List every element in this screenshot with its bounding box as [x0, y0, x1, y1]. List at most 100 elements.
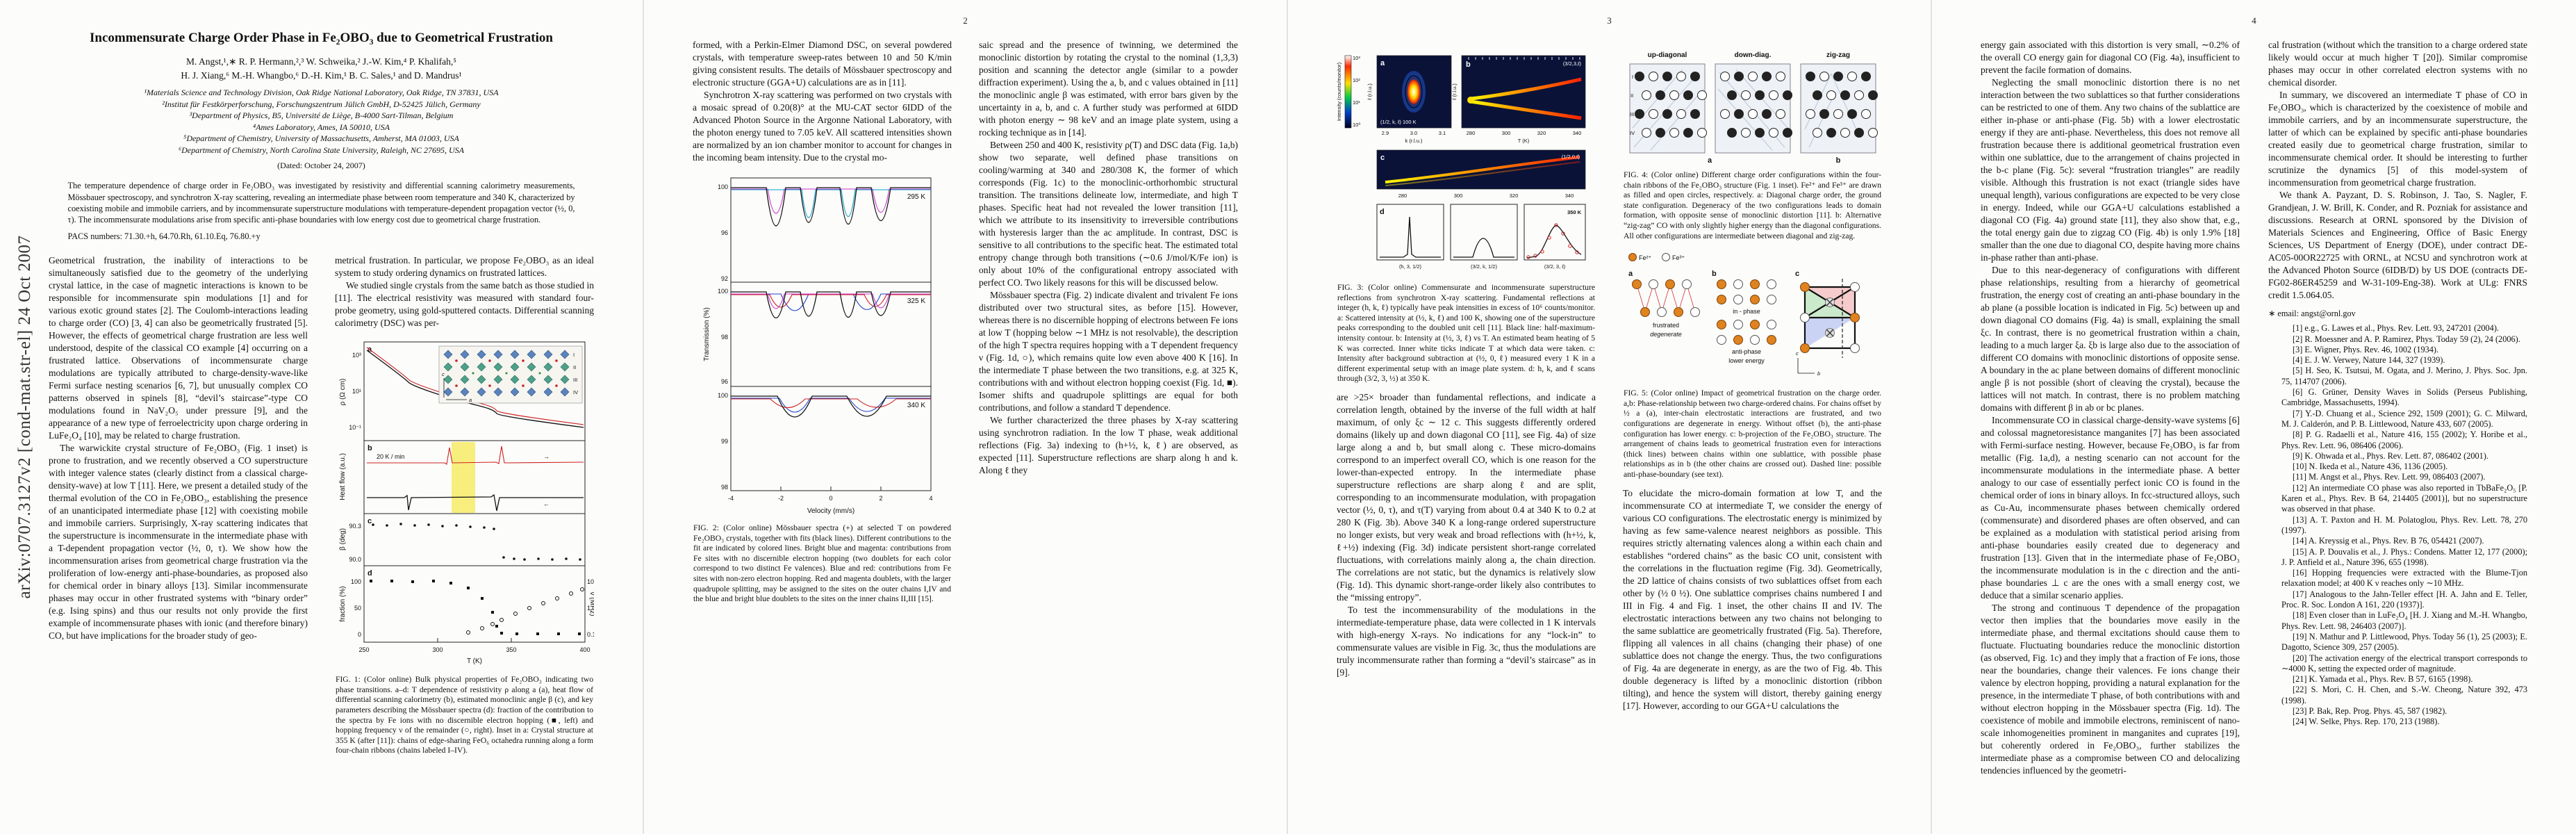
fe-site-circle: [1690, 109, 1700, 119]
fe-site-circle: [1783, 128, 1792, 138]
panel-letter: c: [1380, 154, 1385, 162]
references-list: [1] e.g., G. Lawes et al., Phys. Rev. Le…: [2268, 323, 2527, 727]
fig3-k-label: k (r.l.u.): [1405, 138, 1423, 144]
h-scan-curve: [1380, 216, 1441, 258]
figure-5: Fe²⁺ Fe³⁺ a frustrated degene: [1623, 248, 1882, 384]
fe-site-circle: [1769, 90, 1778, 100]
fe-site-circle: [1662, 109, 1672, 119]
fe-site-circle: [1690, 72, 1700, 81]
fe-site-circle: [1727, 128, 1737, 138]
body-paragraph: We studied single crystals from the same…: [335, 280, 594, 329]
footnote-email: ∗ email: angst@ornl.gov: [2268, 309, 2356, 318]
fe2-legend-circle: [1628, 253, 1637, 262]
fe-site-circle: [1847, 72, 1857, 81]
fe-site-circle: [1826, 90, 1836, 100]
config-label-down-diagonal: down-diag.: [1735, 51, 1772, 59]
tick-label: 100: [717, 183, 727, 190]
authors-block: M. Angst,¹,∗ R. P. Hermann,²,³ W. Schwei…: [44, 55, 600, 82]
tick-label: 98: [720, 484, 727, 491]
fe-site-circle: [1861, 72, 1871, 81]
incommensurate-streak-faint: [1385, 161, 1580, 186]
fe-site-circle: [1783, 90, 1792, 100]
reference-item: [2] R. Moessner and A. P. Ramirez, Phys.…: [2293, 334, 2520, 344]
l-scan-markers: [1526, 223, 1579, 259]
scan-axis-label: (h, 3, 1/2): [1399, 263, 1422, 270]
fe-site-circle: [1642, 128, 1651, 138]
fe-site-circle: [1847, 109, 1857, 119]
page-1: arXiv:0707.3127v2 [cond-mat.str-el] 24 O…: [0, 0, 644, 834]
fe-site-circle: [1776, 72, 1785, 81]
body-paragraph: cal frustration (without which the trans…: [2268, 40, 2527, 88]
body-paragraph: To test the incommensurability of the mo…: [1337, 604, 1596, 678]
tick-label: 300: [432, 646, 443, 653]
figure-5-caption: FIG. 5: (Color online) Impact of geometr…: [1624, 389, 1881, 479]
body-paragraph: We further characterized the three phase…: [979, 415, 1238, 475]
body-paragraph: The strong and continuous T dependence o…: [1981, 603, 2240, 776]
body-paragraph: Mössbauer spectra (Fig. 2) indicate diva…: [979, 290, 1238, 413]
tick-label: 2.9: [1382, 130, 1389, 136]
reference-item: [5] H. Seo, K. Tsutsui, M. Ogata, and J.…: [2281, 366, 2527, 386]
fe-site-circle: [1748, 72, 1758, 81]
fe-site-circle: [1676, 109, 1686, 119]
chain-label: III: [1630, 111, 1634, 117]
affiliation: ⁴Ames Laboratory, Ames, IA 50010, USA: [252, 122, 390, 132]
fig1-xlabel: T (K): [467, 657, 482, 665]
authors-line: H. J. Xiang,⁶ M.-H. Whangbo,⁶ D.-H. Kim,…: [181, 70, 462, 81]
fe-site-circle: [1806, 72, 1815, 81]
arxiv-stamp: arXiv:0707.3127v2 [cond-mat.str-el] 24 O…: [15, 235, 34, 599]
panel-a-title: (1/2, k, ℓ) 100 K: [1380, 119, 1417, 125]
fe-site-circle: [1854, 128, 1864, 138]
panel-letter: c: [1795, 270, 1799, 278]
fe-site-circle: [1833, 109, 1843, 119]
body-paragraph: Due to this near-degeneracy of configura…: [1981, 265, 2240, 413]
no-hop-fraction-squares: [370, 580, 581, 636]
fe-site-circle: [1833, 72, 1843, 81]
reference-item: [24] W. Selke, Phys. Rep. 170, 213 (1988…: [2293, 717, 2440, 727]
fe-site-circle: [1741, 128, 1751, 138]
tick-label: 10³: [1353, 55, 1360, 61]
body-paragraph: Incommensurate CO in classical charge-de…: [1981, 415, 2240, 600]
tick-label: 10⁻¹: [349, 424, 361, 431]
resistivity-curve-cooling: [366, 350, 584, 428]
temperature-label: 295 K: [907, 193, 925, 201]
axis-b-label: b: [1817, 370, 1820, 377]
chain-pair-offset: [1632, 279, 1700, 318]
tick-label: 280: [1467, 130, 1476, 136]
tick-label: 96: [720, 378, 727, 385]
panel-letter: d: [1380, 208, 1385, 216]
fe-site-circle: [1755, 90, 1765, 100]
fe-site-circle: [1642, 90, 1651, 100]
dsc-curve-cooling: [367, 494, 584, 512]
reference-item: [19] N. Mathur and P. Littlewood, Phys. …: [2281, 631, 2527, 653]
tick-label: 2: [879, 495, 882, 502]
tick-label: 4: [929, 495, 932, 502]
moessbauer-fit-black: [730, 187, 931, 227]
body-paragraph: In summary, we discovered an intermediat…: [2268, 90, 2527, 188]
moessbauer-component-magenta: [730, 293, 931, 309]
figure-4: up-diagonal down-diag. zig-zag: [1623, 46, 1882, 165]
fig3-T-label: T (K): [1518, 138, 1530, 144]
lower-energy-label: lower energy: [1728, 357, 1765, 364]
panel-c-title: (1/2,0,ℓ): [1562, 154, 1580, 160]
reference-item: [17] Analogous to the Jahn-Teller effect…: [2281, 589, 2527, 610]
axis-c-label: c: [1796, 350, 1799, 357]
reference-item: [23] P. Bak, Rep. Prog. Phys. 45, 587 (1…: [2293, 705, 2447, 716]
reference-item: [13] A. T. Paxton and H. M. Polatoglou, …: [2281, 514, 2527, 535]
intensity-colorbar: [1344, 55, 1352, 129]
page1-column-right: metrical frustration. In particular, we …: [335, 254, 594, 763]
crystal-structure-inset: I II III IV a c: [438, 345, 583, 404]
chain-label: IV: [1630, 130, 1635, 136]
fig2-xlabel: Velocity (mm/s): [807, 507, 854, 515]
page-number: 4: [2252, 15, 2256, 26]
tick-label: 340: [1565, 193, 1574, 199]
tick-label: 10³: [352, 352, 361, 359]
body-paragraph: are >25× broader than fundamental reflec…: [1337, 391, 1596, 603]
page-2: 2 formed, with a Perkin-Elmer Diamond DS…: [644, 0, 1288, 834]
moessbauer-fit-black: [730, 291, 931, 318]
fig1-ylabel-d2: ν (MHz): [588, 592, 594, 616]
half-maximum-contour: [1405, 75, 1423, 108]
affiliation: ²Institut für Festkörperforschung, Forsc…: [162, 99, 481, 109]
chain-label: I: [573, 352, 575, 358]
chain-label: III: [573, 377, 577, 383]
anti-phase-pair: [1717, 320, 1776, 345]
